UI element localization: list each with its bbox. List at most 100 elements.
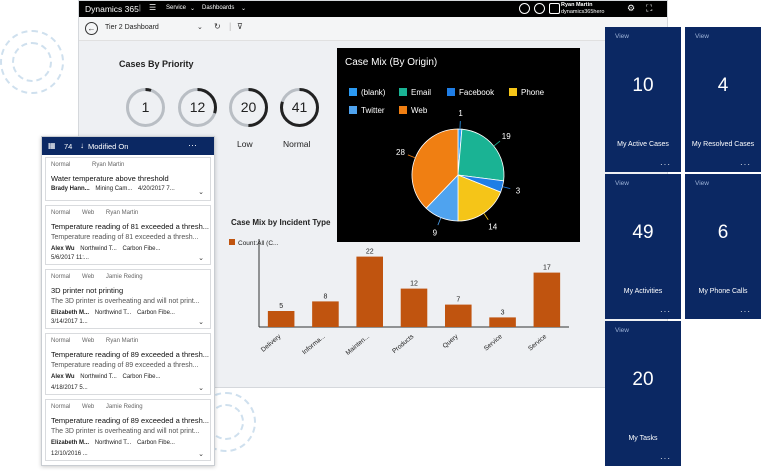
tile-view-link[interactable]: View bbox=[695, 180, 709, 187]
dashboard-tile[interactable]: View 4 My Resolved Cases ··· bbox=[685, 27, 761, 172]
sort-arrow-icon[interactable]: ↓ bbox=[80, 141, 84, 150]
card-customer[interactable]: Alex Wu bbox=[51, 246, 75, 252]
case-card[interactable]: Normal Web Jamie Reding 3D printer not p… bbox=[45, 269, 211, 329]
more-options-icon[interactable]: ··· bbox=[660, 160, 671, 169]
card-customer[interactable]: Alex Wu bbox=[51, 374, 75, 380]
more-options-icon[interactable]: ··· bbox=[740, 160, 751, 169]
priority-ring[interactable]: 12 bbox=[176, 86, 219, 129]
card-owner[interactable]: Ryan Martin bbox=[105, 210, 139, 216]
card-title[interactable]: Temperature reading of 89 exceeded a thr… bbox=[51, 350, 210, 359]
more-options-icon[interactable]: ··· bbox=[188, 140, 197, 150]
bar-value-label: 17 bbox=[543, 265, 551, 272]
tile-view-link[interactable]: View bbox=[615, 327, 629, 334]
chevron-down-icon[interactable]: ⌄ bbox=[198, 385, 204, 392]
card-customer[interactable]: Brady Hann... bbox=[51, 186, 90, 192]
card-title[interactable]: 3D printer not printing bbox=[51, 286, 124, 295]
card-product[interactable]: Carbon Fibe... bbox=[122, 374, 161, 380]
dashboard-tile[interactable]: View 49 My Activities ··· bbox=[605, 174, 681, 319]
dashboard-tile[interactable]: View 6 My Phone Calls ··· bbox=[685, 174, 761, 319]
chevron-down-icon[interactable]: ⌄ bbox=[241, 6, 247, 12]
bar[interactable] bbox=[267, 311, 295, 327]
case-card[interactable]: Normal Web Ryan Martin Temperature readi… bbox=[45, 205, 211, 265]
bar[interactable] bbox=[312, 301, 339, 327]
bar[interactable] bbox=[445, 304, 472, 327]
priority-ring[interactable]: 41 bbox=[278, 86, 321, 129]
card-product[interactable]: Carbon Fibe... bbox=[136, 440, 175, 446]
bar[interactable] bbox=[489, 317, 516, 327]
back-arrow-icon[interactable]: ← bbox=[85, 22, 98, 35]
pie-slice[interactable] bbox=[457, 174, 502, 222]
card-owner[interactable]: Ryan Martin bbox=[92, 162, 125, 168]
chevron-down-icon[interactable]: ⌄ bbox=[198, 255, 204, 262]
legend-item[interactable]: Facebook bbox=[447, 88, 494, 97]
app-brand[interactable]: Dynamics 365 bbox=[85, 4, 139, 14]
user-info[interactable]: Ryan Martin dynamics365hero bbox=[561, 2, 604, 16]
bar-value-label: 7 bbox=[456, 297, 460, 304]
card-customer[interactable]: Elizabeth M... bbox=[51, 440, 90, 446]
tile-view-link[interactable]: View bbox=[615, 33, 629, 40]
tile-view-link[interactable]: View bbox=[695, 33, 709, 40]
card-title[interactable]: Water temperature above threshold bbox=[51, 174, 169, 183]
legend-item[interactable]: Twitter bbox=[349, 106, 385, 115]
card-account[interactable]: Northwind T... bbox=[94, 440, 132, 446]
more-options-icon[interactable]: ··· bbox=[740, 307, 751, 316]
tile-view-link[interactable]: View bbox=[615, 180, 629, 187]
recent-clock-icon[interactable] bbox=[519, 3, 530, 14]
more-options-icon[interactable]: ··· bbox=[660, 454, 671, 463]
nav-dashboards[interactable]: Dashboards bbox=[202, 5, 235, 11]
search-icon[interactable] bbox=[549, 3, 560, 14]
priority-ring[interactable]: 20 bbox=[227, 86, 270, 129]
dashboard-tile[interactable]: View 20 My Tasks ··· bbox=[605, 321, 681, 466]
pie-chart[interactable]: 1 19 3 14 9 28 bbox=[337, 48, 580, 242]
chevron-down-icon[interactable]: ⌄ bbox=[197, 24, 203, 31]
case-mix-origin-chart[interactable]: Case Mix (By Origin) (blank) Email Faceboo… bbox=[337, 48, 580, 242]
filter-icon[interactable]: ⊽ bbox=[237, 22, 243, 31]
card-product[interactable]: Carbon Fibe... bbox=[136, 310, 175, 316]
bar[interactable] bbox=[400, 288, 428, 327]
new-record-plus-icon[interactable] bbox=[534, 3, 545, 14]
ring-label-low: Low bbox=[237, 139, 253, 149]
dashboard-selector[interactable]: Tier 2 Dashboard bbox=[105, 24, 159, 31]
legend-item[interactable]: Email bbox=[399, 88, 431, 97]
card-account[interactable]: Northwind T... bbox=[80, 374, 117, 380]
sort-label[interactable]: Modified On bbox=[88, 142, 129, 151]
chevron-down-icon[interactable]: ⌄ bbox=[198, 189, 204, 196]
card-product[interactable]: Carbon Fibe... bbox=[122, 246, 161, 252]
stream-count: 74 bbox=[64, 142, 73, 151]
hamburger-menu-icon[interactable]: ☰ bbox=[149, 3, 157, 12]
card-account[interactable]: Northwind T... bbox=[80, 246, 117, 252]
priority-ring[interactable]: 1 bbox=[124, 86, 167, 129]
card-details: Alex Wu Northwind T... Carbon Fibe... bbox=[51, 246, 165, 252]
chevron-down-icon[interactable]: ⌄ bbox=[198, 319, 204, 326]
settings-gear-icon[interactable]: ⚙ bbox=[627, 3, 636, 13]
more-options-icon[interactable]: ··· bbox=[660, 307, 671, 316]
card-title[interactable]: Temperature reading of 89 exceeded a thr… bbox=[51, 416, 210, 425]
incident-bar-chart[interactable]: Count:All (C... 5 Delivery 8 Informa... 22 Mai… bbox=[227, 233, 577, 373]
card-product[interactable]: Mining Cam... bbox=[95, 186, 133, 192]
card-owner[interactable]: Jamie Reding bbox=[105, 274, 143, 280]
card-owner[interactable]: Ryan Martin bbox=[105, 338, 139, 344]
legend-item[interactable]: Phone bbox=[509, 88, 544, 97]
card-meta: Normal Web Jamie Reding bbox=[51, 274, 153, 280]
dashboard-tile[interactable]: View 10 My Active Cases ··· bbox=[605, 27, 681, 172]
card-account[interactable]: Northwind T... bbox=[94, 310, 132, 316]
legend-swatch bbox=[509, 88, 517, 96]
refresh-icon[interactable]: ↻ bbox=[214, 22, 221, 31]
chevron-down-icon[interactable]: ⌄ bbox=[190, 6, 196, 12]
case-card[interactable]: Normal Ryan Martin Water temperature abo… bbox=[45, 157, 211, 201]
bar[interactable] bbox=[533, 272, 561, 327]
card-owner[interactable]: Jamie Reding bbox=[105, 404, 143, 410]
bar[interactable] bbox=[356, 256, 383, 327]
pie-slice[interactable] bbox=[457, 128, 505, 182]
nav-service[interactable]: Service bbox=[166, 5, 187, 11]
legend-item[interactable]: Web bbox=[399, 106, 427, 115]
priority-section-title: Cases By Priority bbox=[119, 59, 194, 69]
card-title[interactable]: Temperature reading of 81 exceeded a thr… bbox=[51, 222, 210, 231]
chevron-down-icon[interactable]: ⌄ bbox=[198, 451, 204, 458]
case-card[interactable]: Normal Web Ryan Martin Temperature readi… bbox=[45, 333, 211, 395]
legend-swatch bbox=[349, 88, 357, 96]
card-customer[interactable]: Elizabeth M... bbox=[51, 310, 90, 316]
legend-item[interactable]: (blank) bbox=[349, 88, 385, 97]
fullscreen-icon[interactable]: ⛶ bbox=[646, 3, 653, 13]
case-card[interactable]: Normal Web Jamie Reding Temperature read… bbox=[45, 399, 211, 461]
